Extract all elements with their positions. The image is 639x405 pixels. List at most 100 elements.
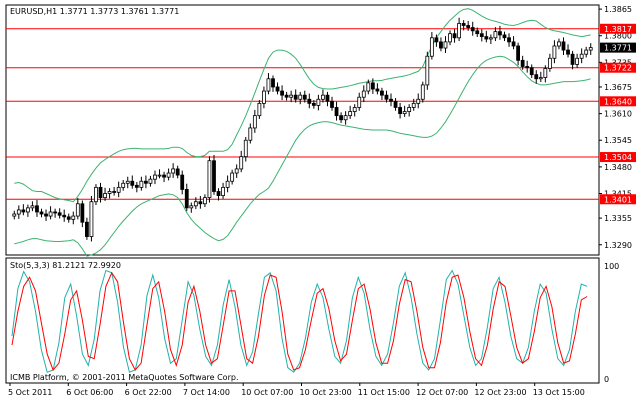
level-label-text: 1.3504 <box>604 153 632 162</box>
candle-body <box>125 180 130 184</box>
candle-body <box>461 23 466 26</box>
candle-body <box>234 168 239 174</box>
symbol-header: EURUSD,H1 1.3771 1.3773 1.3761 1.3771 <box>10 7 179 16</box>
candle-body <box>361 90 366 98</box>
candle-body <box>148 178 153 184</box>
candle-body <box>393 100 398 108</box>
candle-body <box>502 34 507 39</box>
stochastic-main-line <box>11 269 588 373</box>
candle-body <box>89 201 94 237</box>
candle-body <box>316 98 321 106</box>
candle-body <box>380 90 384 96</box>
candle-body <box>543 68 548 78</box>
candle-body <box>420 84 425 100</box>
candle-body <box>448 33 452 43</box>
time-tick-label: 13 Oct 15:00 <box>533 388 585 397</box>
candle-body <box>348 111 353 117</box>
candle-body <box>484 36 489 40</box>
candle-body <box>566 49 570 55</box>
level-label-box <box>600 194 636 205</box>
candle-body <box>579 53 584 59</box>
candle-body <box>153 174 157 180</box>
candle-body <box>416 98 421 104</box>
stochastic-header: Sto(5,3,3) 81.2121 72.9920 <box>10 261 121 270</box>
candle-body <box>48 211 53 217</box>
candle-body <box>289 94 294 98</box>
candle-body <box>248 127 253 141</box>
candle-body <box>184 189 189 209</box>
candle-body <box>334 107 339 117</box>
price-tick-label: 1.3545 <box>604 136 632 145</box>
candle-body <box>62 214 67 218</box>
time-tick-label: 6 Oct 22:00 <box>125 388 172 397</box>
price-candles <box>12 17 593 242</box>
candle-body <box>561 41 566 51</box>
price-tick-label: 1.3355 <box>604 214 632 223</box>
candle-body <box>407 107 412 112</box>
time-tick-label: 11 Oct 15:00 <box>358 388 410 397</box>
candle-body <box>180 174 185 190</box>
candle-body <box>298 94 303 100</box>
candle-body <box>21 209 26 213</box>
candle-body <box>66 216 71 220</box>
candle-body <box>479 33 484 37</box>
candle-body <box>84 221 89 237</box>
candle-body <box>339 115 343 121</box>
candle-body <box>516 45 521 61</box>
candle-body <box>547 57 552 69</box>
candle-body <box>44 213 48 217</box>
candle-body <box>466 25 471 28</box>
candle-body <box>35 205 39 213</box>
candle-body <box>80 203 85 223</box>
candle-body <box>203 197 207 205</box>
price-tick-label: 1.3800 <box>604 32 632 41</box>
candle-body <box>311 102 316 106</box>
candle-body <box>538 77 543 80</box>
price-tick-label: 1.3290 <box>604 241 632 250</box>
price-tick-label: 1.3610 <box>604 110 632 119</box>
candle-body <box>588 47 593 51</box>
stochastic-max-label: 100 <box>604 262 619 271</box>
stochastic-scale: 100 0 <box>604 262 619 384</box>
candle-body <box>243 139 248 158</box>
candle-body <box>225 180 230 188</box>
level-label-box <box>600 62 636 73</box>
candle-body <box>575 57 580 65</box>
time-tick-label: 12 Oct 23:00 <box>474 388 526 397</box>
price-tick-label: 1.3480 <box>604 163 632 172</box>
candle-body <box>139 180 144 188</box>
candle-body <box>103 193 107 199</box>
candle-body <box>57 212 62 216</box>
time-scale: 5 Oct 2011 6 Oct 06:00 6 Oct 22:00 7 Oct 14… <box>8 383 585 397</box>
candle-body <box>507 37 511 43</box>
candle-body <box>144 180 148 184</box>
candle-body <box>370 82 375 90</box>
current-price-label: 1.3771 <box>604 44 632 53</box>
time-tick-label: 12 Oct 07:00 <box>416 388 468 397</box>
candle-body <box>293 94 298 100</box>
candle-body <box>266 78 271 92</box>
candle-body <box>498 31 502 36</box>
candle-body <box>262 90 266 104</box>
candle-body <box>302 94 307 100</box>
candle-body <box>552 45 557 59</box>
bollinger-bands <box>14 8 591 257</box>
candle-body <box>439 41 443 49</box>
price-scale: 1.38651.38001.37351.36751.36101.35451.34… <box>599 5 632 250</box>
level-label-text: 1.3817 <box>604 25 632 34</box>
candle-body <box>275 86 280 92</box>
candle-body <box>470 27 475 32</box>
candle-body <box>343 115 348 121</box>
level-price-labels: 1.3817 1.3722 1.3640 1.3504 1.3401 1.3771 <box>600 23 636 205</box>
candle-body <box>452 33 457 39</box>
candle-body <box>175 168 180 176</box>
lower-band-line <box>14 55 591 257</box>
level-label-text: 1.3640 <box>604 97 632 106</box>
candle-body <box>352 107 357 112</box>
candle-body <box>271 78 275 88</box>
time-tick-label: 6 Oct 06:00 <box>66 388 113 397</box>
candle-body <box>71 215 76 220</box>
candle-body <box>157 174 162 177</box>
candle-body <box>280 90 284 96</box>
